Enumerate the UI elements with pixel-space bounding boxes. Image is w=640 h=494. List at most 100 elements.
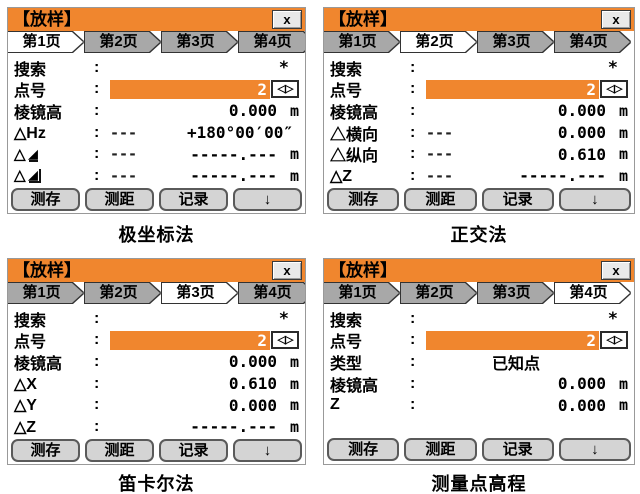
window-title: 【放样】 (13, 10, 81, 29)
field-colon: : (94, 309, 100, 327)
row-prism-height: 棱镜高 : 0.000 m (330, 100, 628, 122)
measure-distance-button[interactable]: 测距 (404, 438, 477, 461)
search-value: * (607, 308, 618, 329)
tab-page-3[interactable]: 第3页 (478, 32, 553, 52)
delta-y-value: 0.000 (228, 395, 277, 415)
measure-store-button[interactable]: 测存 (11, 438, 80, 462)
more-softkeys-button[interactable]: ↓ (233, 187, 302, 211)
field-unit: m (618, 145, 628, 164)
field-colon: : (410, 352, 416, 370)
point-number-spinner[interactable]: ◁ ▷ (600, 80, 628, 99)
tab-page-4[interactable]: 第4页 (555, 32, 630, 52)
close-button[interactable]: x (601, 261, 631, 280)
point-number-spinner[interactable]: ◁ ▷ (271, 80, 299, 99)
point-number-field[interactable]: 2 (110, 330, 270, 350)
window-title: 【放样】 (329, 10, 397, 29)
measure-store-button[interactable]: 测存 (327, 438, 400, 461)
tab-page-2[interactable]: 第2页 (85, 32, 160, 52)
close-button[interactable]: x (272, 261, 302, 280)
field-label: 点号 (330, 334, 363, 352)
point-number-field[interactable]: 2 (426, 79, 599, 99)
caption-cartesian-method: 笛卡尔法 (118, 474, 195, 494)
field-mid: --- (426, 166, 454, 185)
close-button[interactable]: x (601, 10, 631, 29)
field-unit: m (618, 396, 628, 415)
z-value: 0.000 (557, 395, 606, 415)
tab-page-3[interactable]: 第3页 (162, 32, 237, 52)
record-button[interactable]: 记录 (481, 187, 554, 211)
tab-page-3[interactable]: 第3页 (478, 283, 553, 303)
field-colon: : (410, 309, 416, 327)
tab-page-1[interactable]: 第1页 (324, 32, 399, 52)
tab-page-1[interactable]: 第1页 (8, 32, 83, 52)
field-colon: : (94, 80, 100, 98)
field-unit: m (618, 123, 628, 142)
row-point-type: 类型 : 已知点 (330, 351, 628, 373)
field-colon: : (410, 123, 416, 141)
spinner-left-icon: ◁ (606, 333, 616, 346)
tab-page-3[interactable]: 第3页 (162, 283, 237, 303)
field-label: 搜索 (330, 61, 363, 79)
field-colon: : (94, 417, 100, 435)
tab-page-4[interactable]: 第4页 (239, 283, 305, 303)
field-label: △Y (14, 397, 37, 415)
row-prism-height: 棱镜高 : 0.000 m (330, 373, 628, 395)
field-label: 点号 (14, 83, 47, 101)
field-label: 点号 (14, 334, 47, 352)
record-button[interactable]: 记录 (159, 187, 228, 211)
window-title: 【放样】 (13, 261, 81, 280)
point-number-field[interactable]: 2 (110, 79, 270, 99)
delta-horizontal-value: -----.--- (190, 144, 277, 164)
field-mid: --- (426, 145, 454, 164)
more-softkeys-button[interactable]: ↓ (233, 438, 302, 462)
field-list: 搜索 : * 点号 : 2 ◁ ▷ 棱镜高 : 0.000 m (324, 54, 634, 187)
spinner-left-icon: ◁ (606, 82, 616, 95)
field-label: 棱镜高 (330, 377, 379, 395)
field-unit: m (289, 166, 299, 185)
point-type-value: 已知点 (491, 355, 540, 373)
measure-store-button[interactable]: 测存 (327, 187, 400, 211)
field-mid: --- (110, 123, 138, 142)
window-titlebar: 【放样】 x (324, 8, 634, 31)
point-number-field[interactable]: 2 (426, 330, 599, 350)
tab-page-2[interactable]: 第2页 (401, 32, 476, 52)
field-colon: : (410, 80, 416, 98)
tab-page-4[interactable]: 第4页 (239, 32, 305, 52)
tab-page-1[interactable]: 第1页 (8, 283, 83, 303)
point-number-spinner[interactable]: ◁ ▷ (600, 331, 628, 350)
spinner-right-icon: ▷ (614, 82, 623, 95)
field-list: 搜索 : * 点号 : 2 ◁ ▷ 棱镜高 : 0.000 m (8, 54, 305, 187)
caption-point-elevation: 测量点高程 (431, 474, 527, 494)
row-delta-hz: △Hz : --- +180°00′00″ (14, 122, 299, 144)
field-colon: : (94, 396, 100, 414)
measure-distance-button[interactable]: 测距 (85, 187, 154, 211)
field-unit: m (289, 417, 299, 436)
point-number-spinner[interactable]: ◁ ▷ (271, 331, 299, 350)
caption-polar-method: 极坐标法 (118, 225, 195, 245)
field-label: 棱镜高 (330, 104, 379, 122)
measure-distance-button[interactable]: 测距 (85, 438, 154, 462)
close-icon: x (612, 263, 620, 278)
spinner-right-icon: ▷ (285, 333, 294, 346)
more-softkeys-button[interactable]: ↓ (558, 438, 631, 461)
row-point-number: 点号 : 2 ◁ ▷ (330, 79, 628, 100)
measure-store-button[interactable]: 测存 (11, 187, 80, 211)
field-colon: : (410, 374, 416, 392)
close-button[interactable]: x (272, 10, 302, 29)
field-colon: : (94, 58, 100, 76)
close-icon: x (612, 12, 620, 27)
softkey-bar: 测存 测距 记录 ↓ (324, 437, 634, 464)
delta-z-value: -----.--- (519, 166, 606, 186)
more-softkeys-button[interactable]: ↓ (558, 187, 631, 211)
field-unit: m (618, 374, 628, 393)
tab-page-2[interactable]: 第2页 (401, 283, 476, 303)
spinner-right-icon: ▷ (285, 82, 294, 95)
tab-page-2[interactable]: 第2页 (85, 283, 160, 303)
measure-distance-button[interactable]: 测距 (404, 187, 477, 211)
record-button[interactable]: 记录 (159, 438, 228, 462)
tab-page-4[interactable]: 第4页 (555, 283, 630, 303)
tab-page-1[interactable]: 第1页 (324, 283, 399, 303)
record-button[interactable]: 记录 (481, 438, 554, 461)
spinner-right-icon: ▷ (614, 333, 623, 346)
